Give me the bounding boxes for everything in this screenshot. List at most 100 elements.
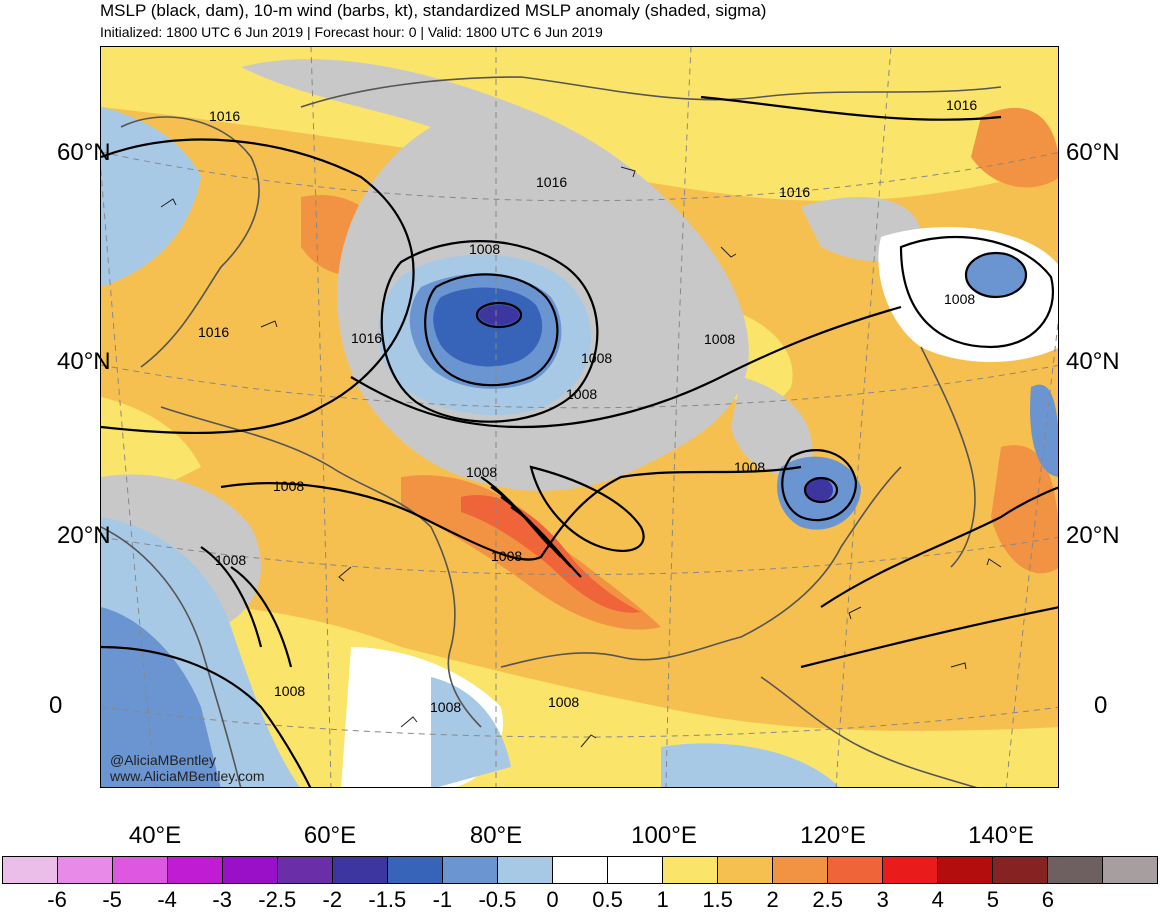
shading-red-ridge	[461, 495, 641, 613]
contour-label: 1008	[704, 331, 735, 347]
contour-label: 1008	[469, 241, 500, 257]
lon-label-40: 40°E	[128, 822, 182, 849]
contour-label: 1016	[209, 108, 240, 124]
wind-barbs	[160, 166, 1002, 748]
shading-blue-south	[431, 677, 511, 787]
shading-blue-scandinavia	[101, 107, 201, 287]
shading-orange-east	[991, 445, 1058, 574]
contour-labels-extra: 1008	[548, 694, 579, 710]
contour-1008-pacific	[820, 486, 1058, 608]
shading-blue-east-core	[805, 478, 833, 502]
coast-se-asia	[500, 466, 902, 668]
lat-label-left-0: 0	[49, 692, 63, 719]
contour-label: 1016	[198, 324, 229, 340]
contour-label: 1008	[944, 291, 975, 307]
colorbar-tick-label: -0.5	[478, 887, 517, 912]
wind-barb	[260, 320, 278, 328]
wind-barb	[400, 716, 418, 728]
colorbar-tick-label: 4	[931, 887, 944, 912]
anomaly-shading	[101, 47, 1058, 787]
contour-label: 1008	[491, 548, 522, 564]
coast-korea-japan	[920, 346, 976, 568]
graticule	[101, 47, 1058, 787]
contour-label: 1008	[215, 552, 246, 568]
mslp-contours	[101, 95, 1058, 787]
wind-barb	[620, 166, 636, 178]
shading-gray-east	[731, 377, 813, 475]
contour-label: 1008	[734, 459, 765, 475]
contour-low-core	[475, 301, 523, 329]
meridian-100	[665, 47, 692, 787]
colorbar-swatch	[3, 857, 58, 883]
parallel-20	[101, 536, 1058, 575]
contour-label: 1008	[274, 683, 305, 699]
colorbar-swatch	[498, 857, 553, 883]
shading-south-yellow	[101, 603, 1058, 787]
shading-orange-2	[971, 107, 1058, 188]
colorbar-tick-label: 2.5	[812, 887, 843, 912]
colorbar-tick-label: 0.5	[592, 887, 623, 912]
wind-barb	[848, 606, 862, 620]
shading-blue-east-edge	[1030, 384, 1058, 477]
lon-label-60: 60°E	[303, 822, 357, 849]
contour-tibet-loop	[529, 465, 645, 552]
colorbar-swatch	[333, 857, 388, 883]
watermark-handle: @AliciaMBentley	[110, 752, 217, 768]
contour-labels: 1016 1016 1016 1016 1016 1016 1008 1008 …	[198, 97, 977, 715]
contour-label: 1008	[548, 694, 579, 710]
colorbar-tick-label: -3	[212, 887, 232, 912]
contour-1008-low-outer	[380, 240, 599, 423]
lat-label-left-20: 20°N	[57, 522, 111, 549]
contour-low-mid	[424, 273, 559, 387]
colorbar-swatch	[223, 857, 278, 883]
coast-arctic	[300, 76, 1002, 108]
colorbar-swatch	[278, 857, 333, 883]
contour-ridge-cluster	[480, 476, 582, 578]
contour-label: 1016	[536, 174, 567, 190]
contour-1008-africa	[101, 645, 312, 787]
contour-1008-south	[220, 465, 802, 561]
lat-label-right-0: 0	[1094, 692, 1108, 719]
lat-label-left-60: 60°N	[57, 139, 111, 166]
colorbar-swatch	[553, 857, 608, 883]
map-panel: 1016 1016 1016 1016 1016 1016 1008 1008 …	[100, 46, 1059, 788]
contour-east-low-core	[803, 476, 839, 504]
coast-scandinavia	[120, 116, 260, 368]
contour-label: 1008	[430, 699, 461, 715]
contour-ne-low	[899, 235, 1054, 349]
colorbar-swatch	[58, 857, 113, 883]
coast-indonesia	[760, 676, 978, 787]
colorbar	[2, 856, 1158, 884]
parallel-40	[101, 364, 1058, 409]
wind-barb	[986, 558, 1002, 568]
colorbar-tick-label: -4	[157, 887, 177, 912]
parallel-60	[101, 151, 1058, 202]
colorbar-tick-label: -2	[322, 887, 343, 912]
colorbar-swatch	[113, 857, 168, 883]
colorbar-tick-label: -6	[47, 887, 67, 912]
wind-barb	[950, 662, 967, 670]
colorbar-swatch	[993, 857, 1048, 883]
shading-blue-ne	[966, 253, 1026, 297]
contour-label: 1016	[779, 184, 810, 200]
colorbar-swatch	[773, 857, 828, 883]
colorbar-swatch	[388, 857, 443, 883]
lon-label-140: 140°E	[968, 822, 1034, 849]
colorbar-swatch	[718, 857, 773, 883]
contour-africa-lines	[200, 546, 293, 668]
colorbar-swatch	[1048, 857, 1103, 883]
shading-blue-africa-dark	[101, 607, 221, 787]
lat-label-right-60: 60°N	[1066, 139, 1120, 166]
wind-barb	[720, 246, 737, 258]
wind-barb	[338, 566, 352, 582]
colorbar-tick-label: 1.5	[702, 887, 733, 912]
colorbar-tick-label: 5	[986, 887, 999, 912]
colorbar-tick-label: -1.5	[368, 887, 407, 912]
colorbar-swatch	[828, 857, 883, 883]
map-subtitle: Initialized: 1800 UTC 6 Jun 2019 | Forec…	[100, 24, 603, 40]
colorbar-tick-label: 6	[1041, 887, 1055, 912]
lat-label-right-20: 20°N	[1066, 522, 1120, 549]
contour-label: 1008	[581, 350, 612, 366]
coastlines	[101, 76, 1002, 787]
meridian-60	[310, 47, 332, 787]
